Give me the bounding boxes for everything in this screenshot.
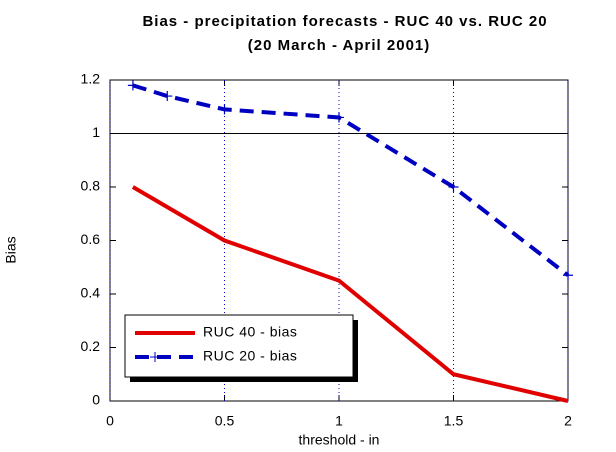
point-marker [162,91,173,102]
legend-label: RUC 40 - bias [203,324,297,340]
y-tick-label: 0.4 [81,285,101,301]
x-tick-label: 1 [335,413,343,429]
point-marker [219,104,230,115]
x-tick-label: 1.5 [444,413,464,429]
point-marker [334,112,344,123]
y-axis-label: Bias [3,236,19,263]
y-tick-label: 1 [92,124,100,140]
legend-box [124,314,354,378]
y-tick-label: 0.8 [81,178,101,194]
y-tick-label: 1.2 [81,71,101,87]
point-marker [563,270,573,281]
series-line [131,185,569,403]
x-tick-label: 0.5 [215,413,235,429]
x-tick-label: 0 [106,413,114,429]
point-marker [448,182,459,192]
y-tick-label: 0.2 [81,338,101,354]
legend-label: RUC 20 - bias [203,348,297,364]
chart-subtitle: (20 March - April 2001) [248,37,431,54]
y-tick-label: 0.6 [81,231,101,247]
chart-title: Bias - precipitation forecasts - RUC 40 … [142,13,547,30]
x-axis-label: threshold - in [299,432,380,448]
point-marker [127,80,138,91]
y-tick-label: 0 [92,392,100,408]
legend-marker [150,352,160,362]
x-tick-label: 2 [564,413,572,429]
series-line [132,83,570,277]
